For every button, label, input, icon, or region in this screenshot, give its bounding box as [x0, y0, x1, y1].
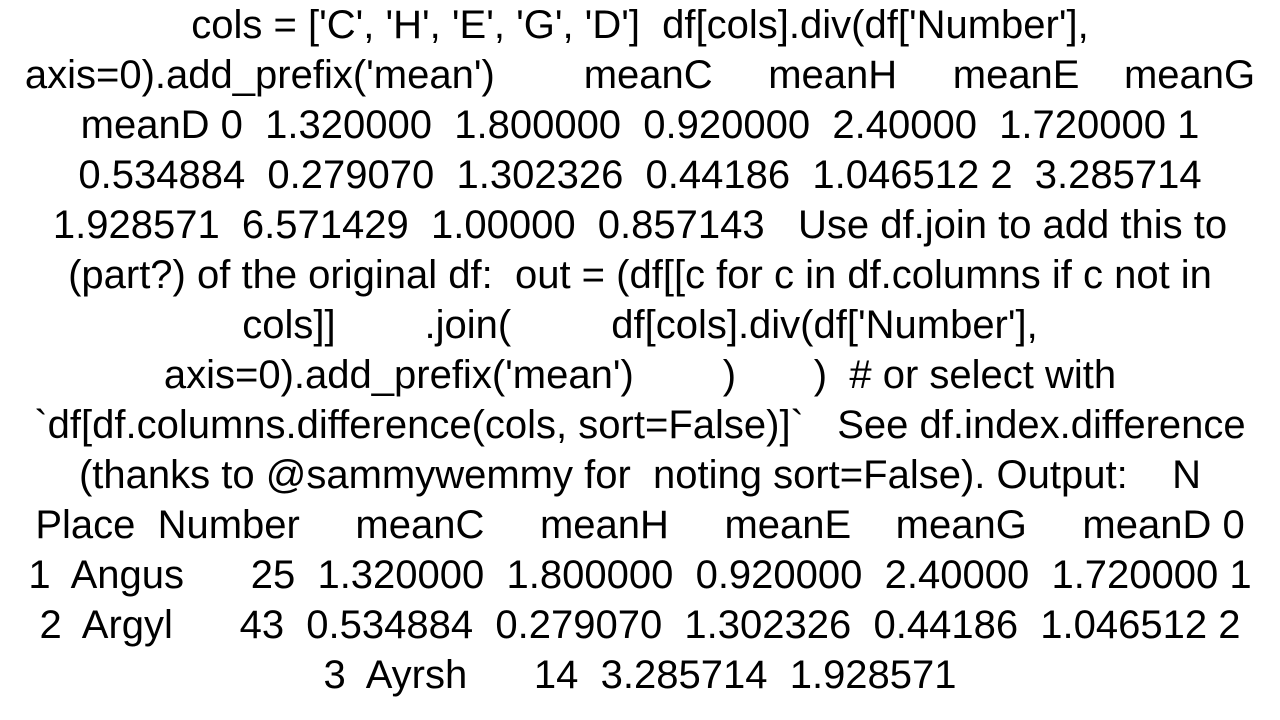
document-text: cols = ['C', 'H', 'E', 'G', 'D'] df[cols… — [0, 0, 1280, 720]
